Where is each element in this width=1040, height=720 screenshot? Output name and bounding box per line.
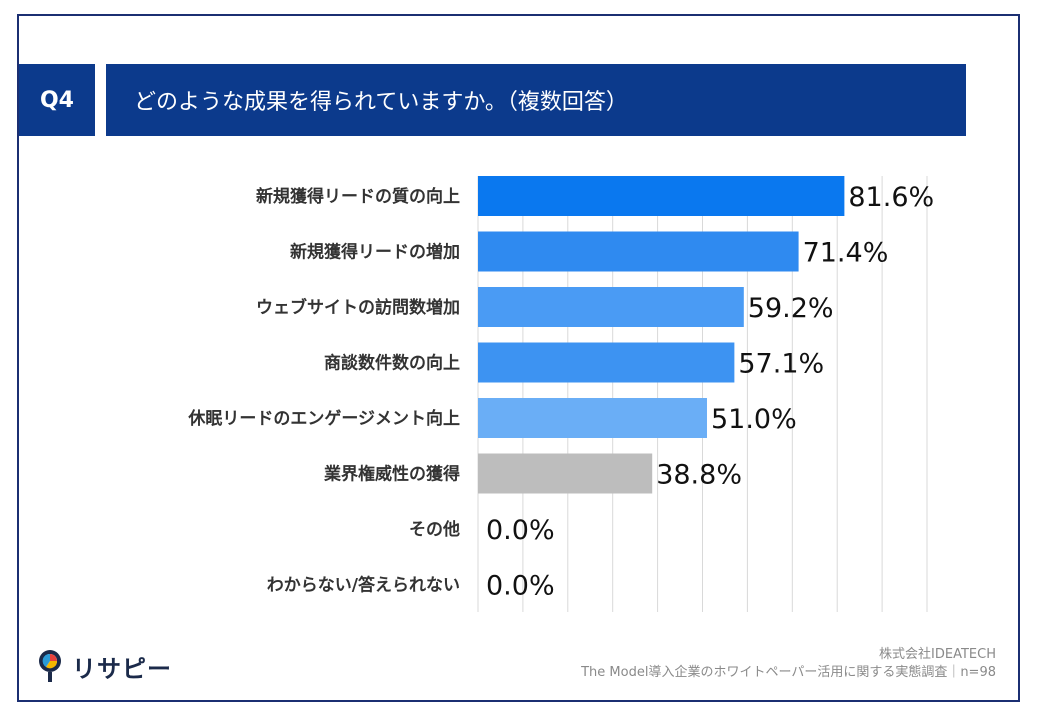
category-label: その他: [409, 519, 460, 540]
footer-survey: The Model導入企業のホワイトペーパー活用に関する実態調査｜n=98: [581, 665, 996, 680]
value-label: 51.0%: [711, 404, 797, 435]
bar: [478, 231, 799, 272]
value-label: 81.6%: [848, 182, 934, 213]
footer-credits: 株式会社IDEATECH The Model導入企業のホワイトペーパー活用に関す…: [581, 646, 996, 682]
value-label: 0.0%: [486, 571, 555, 602]
chart-title: どのような成果を得られていますか。（複数回答）: [106, 64, 966, 136]
question-number: Q4: [19, 64, 95, 136]
bar: [478, 342, 735, 383]
category-label: わからない/答えられない: [267, 575, 460, 596]
category-label: 休眠リードのエンゲージメント向上: [187, 408, 460, 429]
category-label: ウェブサイトの訪問数増加: [256, 297, 460, 318]
logo: リサピー: [36, 648, 172, 684]
footer-company: 株式会社IDEATECH: [879, 647, 996, 662]
chart-frame: Q4 どのような成果を得られていますか。（複数回答）: [17, 14, 1020, 702]
value-label: 38.8%: [656, 460, 742, 491]
category-label: 新規獲得リードの増加: [290, 242, 460, 263]
value-label: 71.4%: [803, 238, 889, 269]
bar: [478, 287, 744, 327]
value-label: 57.1%: [738, 349, 824, 380]
logo-text: リサピー: [72, 654, 172, 683]
bar: [478, 398, 707, 438]
value-label: 0.0%: [486, 515, 555, 546]
category-label: 新規獲得リードの質の向上: [256, 186, 460, 207]
value-label: 59.2%: [748, 293, 834, 324]
category-label: 商談数件数の向上: [324, 353, 460, 374]
category-label: 業界権威性の獲得: [324, 464, 460, 485]
bar: [478, 176, 845, 216]
map-pin-pie-icon: [39, 650, 61, 682]
bar: [478, 453, 653, 494]
